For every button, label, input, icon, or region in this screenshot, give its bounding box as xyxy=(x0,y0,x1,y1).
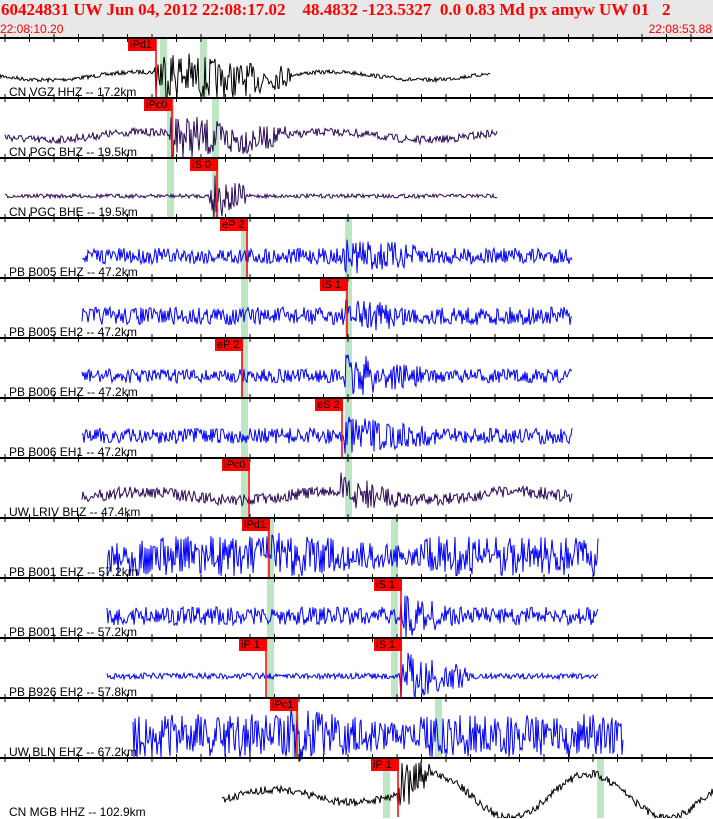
pick-flag[interactable]: iPc1 xyxy=(270,699,298,711)
pick-window-band xyxy=(241,398,248,458)
channel-label: CN PGC BHZ -- 19.5km xyxy=(9,145,138,159)
pick-flag[interactable]: eP 2 xyxy=(215,339,243,351)
channel-label: PB B926 EH2 -- 57.8km xyxy=(9,685,138,699)
pick-flag[interactable]: iS 1 xyxy=(320,279,348,291)
pick-flag[interactable]: iPd1 xyxy=(242,519,270,531)
pick-window-band xyxy=(345,218,352,278)
channel-label: CN MGB HHZ -- 102.9km xyxy=(9,805,146,819)
channel-label: PB B006 EHZ -- 47.2km xyxy=(9,385,138,399)
pick-window-band xyxy=(391,638,398,698)
waveform xyxy=(81,416,573,454)
waveform xyxy=(82,239,573,274)
pick-flag[interactable]: eS 2 xyxy=(315,399,343,411)
channel-label: UW LRIV BHZ -- 47.4km xyxy=(9,505,141,519)
pick-window-band xyxy=(391,518,398,578)
pick-flag[interactable]: iP 1 xyxy=(371,759,399,771)
pick-flag[interactable]: iP 1 xyxy=(239,639,267,651)
pick-flag[interactable]: iS 1 xyxy=(374,639,402,651)
channel-label: PB B001 EH2 -- 57.2km xyxy=(9,625,138,639)
end-time: 22:08:53.88 xyxy=(648,22,712,36)
pick-window-band xyxy=(345,458,352,518)
waveform xyxy=(106,652,599,700)
channel-label: PB B005 EHZ -- 47.2km xyxy=(9,265,138,279)
waveform xyxy=(4,116,498,158)
pick-flag[interactable]: iS 1 xyxy=(374,579,402,591)
pick-window-band xyxy=(345,338,352,398)
waveform xyxy=(0,53,491,101)
pick-window-band xyxy=(200,38,207,98)
pick-window-band xyxy=(212,98,219,158)
waveform xyxy=(106,532,599,577)
pick-window-band xyxy=(391,578,398,638)
channel-label: CN PGC BHE -- 19.5km xyxy=(9,205,138,219)
pick-flag[interactable]: iPd1 xyxy=(128,39,156,51)
pick-window-band xyxy=(292,698,299,758)
pick-flag[interactable]: iPc0 xyxy=(222,459,250,471)
channel-label: UW BLN EHZ -- 67.2km xyxy=(9,745,138,759)
header-bar: 60424831 UW Jun 04, 2012 22:08:17.02 48.… xyxy=(0,0,713,38)
pick-window-band xyxy=(383,758,390,818)
pick-flag[interactable]: eP 2 xyxy=(220,219,248,231)
pick-window-band xyxy=(597,758,604,818)
pick-window-band xyxy=(241,458,248,518)
channel-label: PB B006 EH1 -- 47.2km xyxy=(9,445,138,459)
waveform xyxy=(81,297,573,331)
channel-label: CN VGZ HHZ -- 17.2km xyxy=(9,85,137,99)
waveform xyxy=(106,594,599,638)
pick-window-band xyxy=(267,518,274,578)
channel-label: PB B001 EHZ -- 57.2km xyxy=(9,565,138,579)
pick-window-band xyxy=(267,638,274,698)
waveform xyxy=(132,708,624,761)
pick-window-band xyxy=(241,278,248,338)
pick-flag[interactable]: iPc0 xyxy=(144,99,172,111)
pick-window-band xyxy=(435,698,442,758)
pick-window-band xyxy=(241,218,248,278)
event-title: 60424831 UW Jun 04, 2012 22:08:17.02 48.… xyxy=(1,0,671,19)
waveform xyxy=(81,472,573,509)
waveform xyxy=(81,353,572,396)
waveform xyxy=(221,760,713,818)
waveform xyxy=(4,175,498,220)
pick-window-band xyxy=(241,338,248,398)
pick-window-band xyxy=(345,398,352,458)
pick-flag[interactable]: iS 0 xyxy=(190,159,218,171)
channel-label: PB B005 EH2 -- 47.2km xyxy=(9,325,138,339)
pick-window-band xyxy=(167,158,174,218)
start-time: 22:08:10.20 xyxy=(0,22,64,36)
pick-window-band xyxy=(267,578,274,638)
